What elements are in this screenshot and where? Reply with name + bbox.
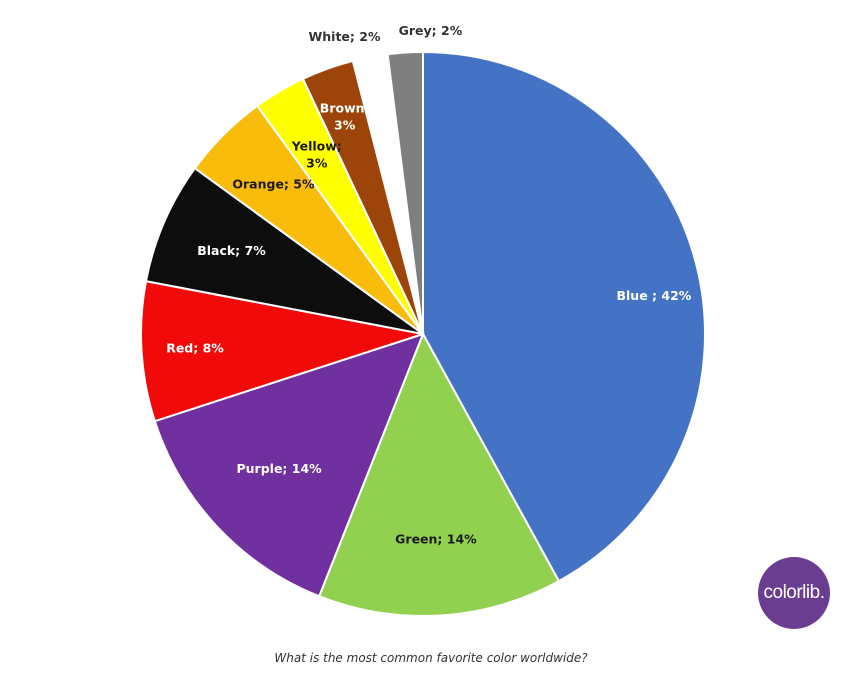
pie-label-grey: Grey; 2%	[399, 22, 463, 37]
pie-label-white: White; 2%	[308, 28, 380, 43]
pie-label-purple: Purple; 14%	[236, 461, 322, 476]
colorlib-logo: colorlib.	[758, 557, 830, 629]
chart-caption: What is the most common favorite color w…	[274, 651, 588, 665]
pie-label-orange: Orange; 5%	[232, 176, 315, 191]
pie-slice-red	[140, 279, 424, 423]
pie-label-red: Red; 8%	[166, 340, 224, 355]
pie-slice-black	[144, 166, 424, 335]
pie-slice-green	[317, 331, 561, 617]
pie-labels: Blue ; 42% Green; 14% Purple; 14% Red; 8% Bl…	[166, 22, 692, 546]
pie-slices	[140, 50, 706, 617]
pie-label-brown: Brown; 3%	[320, 100, 370, 132]
logo-text: colorlib.	[763, 582, 825, 603]
pie-slice-blue	[422, 50, 706, 583]
pie-label-green: Green; 14%	[395, 531, 477, 546]
pie-slice-grey	[386, 50, 424, 335]
pie-label-black: Black; 7%	[197, 243, 266, 258]
pie-label-blue: Blue ; 42%	[617, 287, 692, 302]
pie-label-yellow: Yellow; 3%	[291, 138, 342, 170]
